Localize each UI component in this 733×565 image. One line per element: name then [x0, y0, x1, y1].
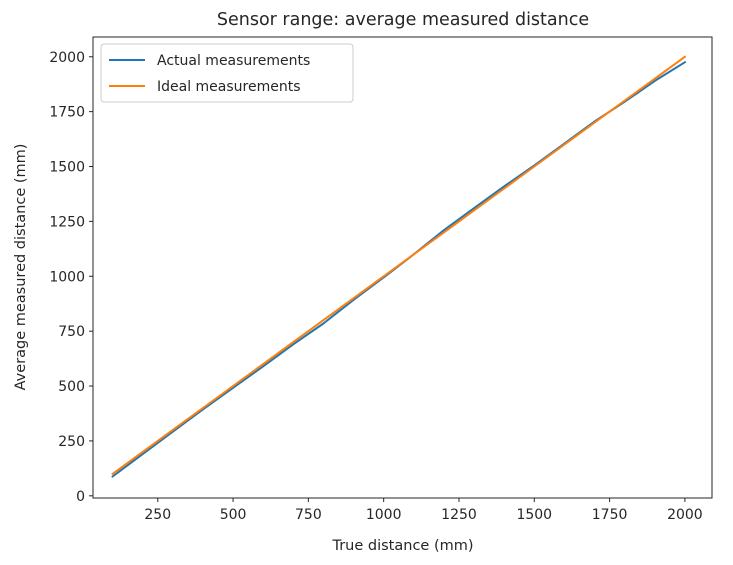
legend-box	[100, 43, 354, 103]
x-tick-label: 750	[295, 507, 322, 523]
chart-title: Sensor range: average measured distance	[217, 10, 589, 30]
axes-frame	[92, 36, 713, 499]
y-tick-label: 750	[58, 324, 85, 340]
y-tick-label: 1000	[49, 269, 85, 285]
x-tick-label: 1250	[441, 507, 477, 523]
y-tick-label: 1250	[49, 214, 85, 230]
x-axis-label: True distance (mm)	[331, 538, 473, 554]
series-line-actual	[111, 60, 687, 478]
y-axis-label: Average measured distance (mm)	[13, 144, 29, 391]
legend-label-ideal: Ideal measurements	[157, 79, 301, 95]
x-tick-label: 1000	[366, 507, 402, 523]
x-tick-label: 1750	[592, 507, 628, 523]
legend-label-actual: Actual measurements	[157, 53, 310, 69]
x-tick-label: 500	[220, 507, 247, 523]
y-axis: 0 250 500 750 1000 1250 1500 1750 2000	[49, 50, 93, 505]
plot-area	[92, 36, 713, 499]
x-tick-label: 2000	[667, 507, 703, 523]
y-tick-label: 2000	[49, 50, 85, 66]
y-tick-label: 500	[58, 379, 85, 395]
x-tick-label: 250	[144, 507, 171, 523]
series-layer	[111, 55, 687, 478]
series-line-ideal	[111, 55, 687, 476]
x-axis: 250 500 750 1000 1250 1500 1750 2000	[144, 498, 703, 523]
y-tick-label: 1500	[49, 160, 85, 176]
y-tick-label: 0	[76, 489, 85, 505]
y-tick-label: 1750	[49, 105, 85, 121]
legend: Actual measurements Ideal measurements	[100, 43, 354, 103]
y-tick-label: 250	[58, 434, 85, 450]
x-tick-label: 1500	[516, 507, 552, 523]
